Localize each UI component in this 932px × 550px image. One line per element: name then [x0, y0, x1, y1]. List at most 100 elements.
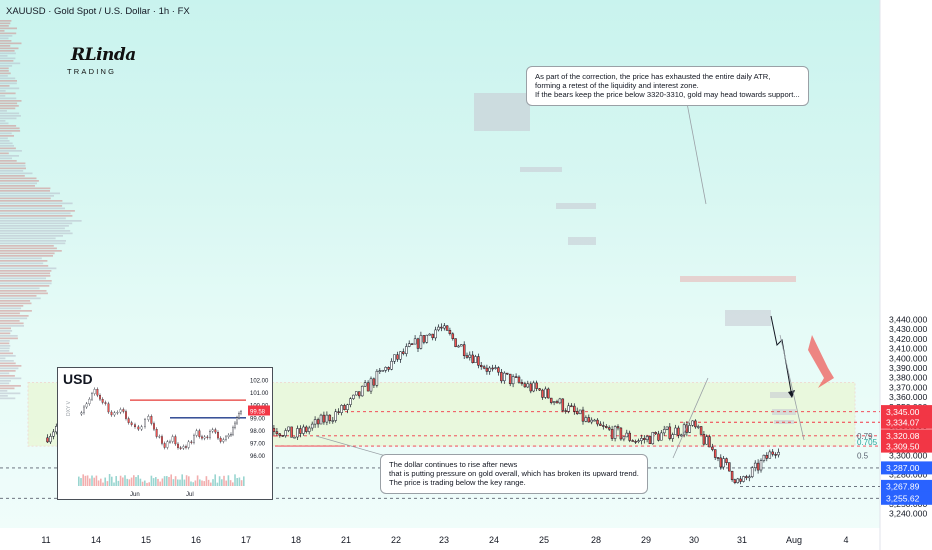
candle-body	[538, 388, 541, 391]
candle-body	[52, 431, 55, 437]
volume-profile-bar	[0, 390, 8, 392]
candle-body	[428, 333, 431, 336]
volume-profile-bar	[0, 357, 6, 360]
candle-body	[381, 370, 385, 372]
inset-volume-bar	[108, 474, 111, 486]
inset-volume-bar	[227, 475, 230, 486]
inset-volume-bar	[236, 478, 238, 486]
candle-body	[425, 334, 429, 343]
volume-profile-bar	[0, 327, 11, 330]
inset-y-tick: 97.00	[250, 442, 266, 448]
inset-candle-body	[238, 413, 240, 418]
y-tick-label: 3,430.000	[889, 324, 927, 334]
candle-body	[334, 411, 337, 421]
candle-body	[590, 419, 593, 423]
inset-candle-body	[101, 398, 104, 403]
volume-profile-bar	[0, 62, 21, 65]
candle-body	[275, 431, 279, 435]
volume-profile-bar	[0, 252, 55, 255]
inset-candle-body	[134, 424, 136, 428]
inset-candle-body	[195, 430, 198, 436]
candle-body	[584, 417, 588, 422]
candle-body	[378, 370, 382, 372]
candle-body	[699, 426, 703, 435]
candle-body	[508, 373, 512, 385]
volume-profile-bar	[0, 350, 10, 352]
inset-x-tick: Jul	[186, 492, 194, 498]
candle-body	[581, 409, 585, 422]
callout-pointer	[315, 435, 387, 457]
y-tick-label: 3,440.000	[889, 315, 927, 325]
volume-profile-bar	[0, 362, 16, 365]
candle-body	[313, 419, 317, 425]
volume-profile-bar	[0, 317, 28, 320]
volume-profile-bar	[0, 340, 10, 342]
candle-body	[573, 405, 576, 412]
candle-body	[363, 382, 367, 387]
volume-profile-bar	[0, 270, 52, 272]
candle-body	[750, 467, 754, 477]
candle-body	[319, 414, 323, 425]
candle-body	[443, 325, 446, 329]
price-tag-label: 3,309.50	[886, 441, 920, 451]
candle-body	[357, 391, 361, 397]
candle-body	[662, 429, 666, 434]
volume-profile-bar	[0, 287, 40, 290]
inset-volume-bar	[210, 482, 212, 486]
inset-volume-bar	[218, 476, 221, 486]
inset-candle-body	[130, 422, 133, 425]
inset-volume-bar	[221, 479, 223, 486]
candle-body	[657, 433, 660, 441]
inset-candle-body	[99, 395, 101, 400]
volume-profile-bar	[0, 47, 19, 50]
candle-body	[434, 329, 437, 339]
candle-body	[422, 335, 426, 343]
candle-body	[343, 405, 346, 410]
candle-body	[771, 451, 774, 455]
inset-volume-bar	[201, 480, 203, 486]
candle-body	[739, 478, 742, 482]
inset-volume-bar	[194, 480, 197, 486]
volume-profile-bar	[0, 372, 10, 375]
volume-profile-bar	[0, 325, 24, 327]
callout-bottom-line: The price is trading below the key range…	[389, 478, 526, 488]
candle-body	[310, 423, 314, 429]
volume-profile-bar	[0, 392, 21, 395]
candle-body	[494, 367, 497, 369]
inset-volume-bar	[155, 477, 157, 486]
volume-profile-bar	[0, 82, 17, 85]
inset-candle-body	[177, 443, 179, 448]
inset-volume-bar	[166, 476, 168, 486]
volume-profile-bar	[0, 92, 16, 95]
candle-body	[296, 428, 299, 438]
candle-body	[570, 405, 573, 408]
inset-volume-bar	[183, 479, 186, 486]
inset-candle-body	[225, 436, 227, 440]
candle-body	[316, 419, 320, 425]
volume-profile-bar	[0, 280, 52, 282]
candle-body	[457, 345, 460, 348]
x-tick-label: 22	[391, 535, 401, 545]
inset-svg: 102.00101.00100.0099.5899.0098.0097.0096…	[66, 379, 270, 498]
volume-profile-bar	[0, 205, 63, 207]
volume-profile-bar	[0, 35, 13, 37]
candle-body	[474, 356, 477, 363]
volume-profile-bar	[0, 45, 11, 47]
candle-body	[369, 378, 373, 392]
fib-label: 0.5	[857, 451, 869, 460]
candle-body	[544, 388, 547, 398]
time-axis-panel	[0, 528, 880, 550]
callout-top-line: If the bears keep the price below 3320-3…	[535, 90, 800, 100]
volume-profile-bar	[0, 42, 22, 45]
candle-body	[440, 326, 443, 329]
volume-profile-bar	[0, 247, 57, 250]
inset-volume-bar	[188, 476, 190, 486]
inset-price-tag	[248, 405, 270, 416]
volume-profile-bar	[0, 377, 22, 380]
volume-profile-bar	[0, 197, 51, 200]
callout-top: As part of the correction, the price has…	[526, 66, 809, 106]
candle-body	[431, 333, 434, 339]
volume-profile-bar	[0, 40, 12, 42]
volume-profile-bar	[0, 37, 9, 40]
